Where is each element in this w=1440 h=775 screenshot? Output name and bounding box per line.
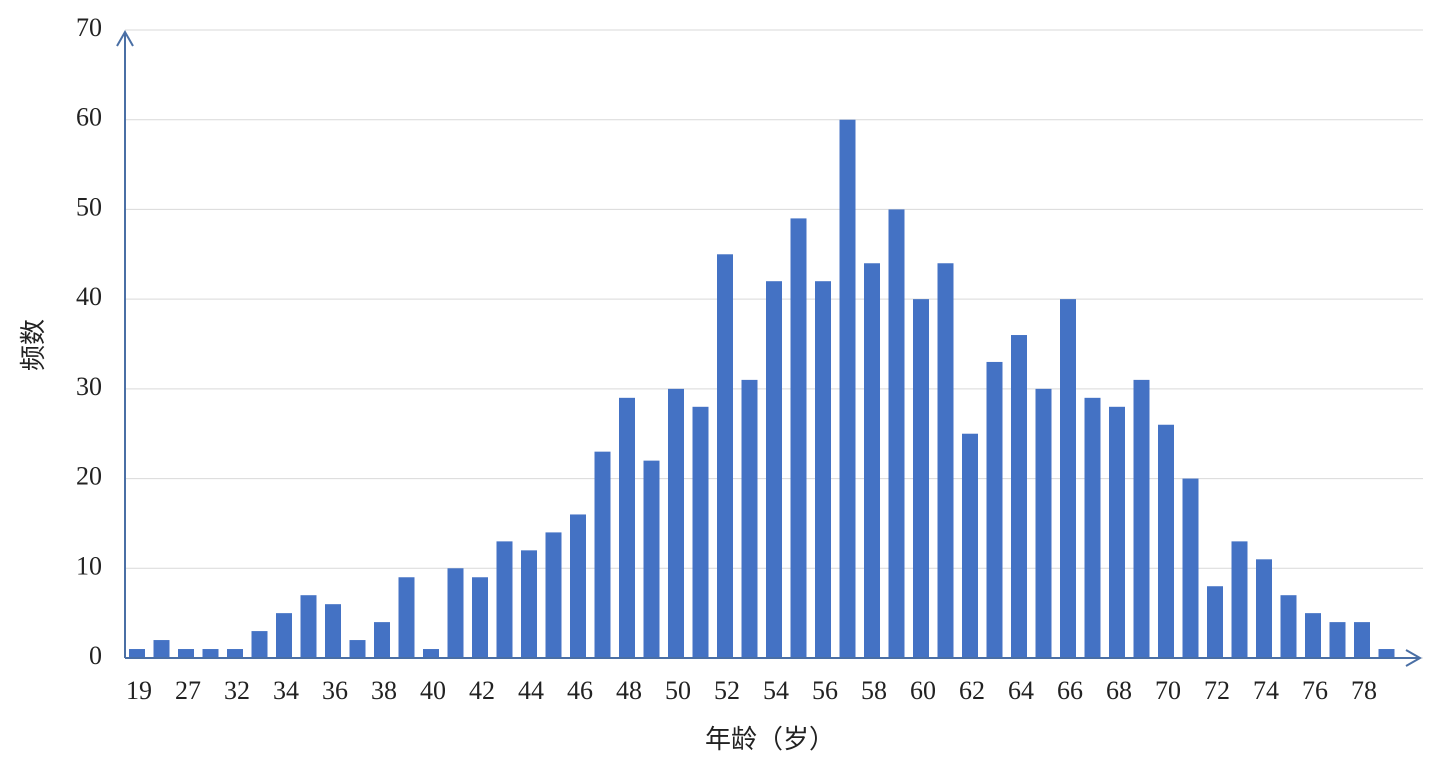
bar: [227, 649, 243, 658]
x-tick-label: 60: [910, 676, 936, 705]
bar: [1256, 559, 1272, 658]
bar: [692, 406, 709, 658]
bar: [398, 577, 415, 658]
y-axis-title: 频数: [19, 319, 48, 371]
bar: [1084, 397, 1101, 658]
x-tick-label: 70: [1155, 676, 1181, 705]
x-tick-label: 54: [763, 676, 789, 705]
x-tick-label: 66: [1057, 676, 1083, 705]
bar: [472, 577, 488, 658]
bar: [913, 299, 929, 658]
bar: [1280, 595, 1297, 658]
x-tick-label: 34: [273, 676, 299, 705]
bar: [986, 361, 1003, 658]
bar: [766, 281, 782, 658]
bar: [594, 451, 611, 658]
x-tick-label: 48: [616, 676, 642, 705]
bar: [545, 532, 562, 658]
x-tick-label: 76: [1302, 676, 1328, 705]
bar: [839, 119, 856, 658]
y-axis-arrow: [116, 29, 134, 47]
y-tick-label: 70: [76, 13, 102, 42]
x-axis-title: 年龄（岁）: [705, 725, 835, 754]
bar: [1231, 541, 1248, 658]
bar: [570, 514, 586, 658]
bar: [619, 397, 635, 658]
bar: [864, 263, 880, 658]
bar: [1305, 613, 1321, 658]
x-tick-label: 56: [812, 676, 838, 705]
y-tick-label: 40: [76, 282, 102, 311]
x-tick-label: 19: [126, 676, 152, 705]
x-tick-label: 42: [469, 676, 495, 705]
x-tick-label: 38: [371, 676, 397, 705]
bar: [1035, 388, 1052, 658]
bar: [521, 550, 537, 658]
bar: [1354, 622, 1370, 658]
x-tick-label: 74: [1253, 676, 1279, 705]
bar: [178, 649, 194, 658]
x-tick-label: 78: [1351, 676, 1377, 705]
y-tick-label: 30: [76, 372, 102, 401]
x-tick-label: 68: [1106, 676, 1132, 705]
bar: [325, 604, 341, 658]
bar: [888, 209, 905, 658]
bar: [937, 263, 954, 658]
y-tick-label: 20: [76, 462, 102, 491]
x-tick-label: 44: [518, 676, 544, 705]
bar: [251, 631, 268, 658]
x-tick-label: 46: [567, 676, 593, 705]
x-tick-label: 32: [224, 676, 250, 705]
bar: [815, 281, 831, 658]
bar: [1109, 406, 1125, 658]
bar: [374, 622, 390, 658]
x-axis-arrow: [1405, 649, 1423, 667]
x-tick-label: 52: [714, 676, 740, 705]
bar: [1378, 649, 1395, 658]
x-tick-label: 40: [420, 676, 446, 705]
bar: [129, 649, 145, 658]
y-tick-label: 0: [89, 641, 102, 670]
bar: [1133, 379, 1150, 658]
x-tick-label: 62: [959, 676, 985, 705]
bar: [1060, 299, 1076, 658]
bar: [741, 379, 758, 658]
bar: [1329, 622, 1346, 658]
bar: [423, 649, 439, 658]
bar: [1011, 335, 1027, 658]
y-tick-label: 10: [76, 551, 102, 580]
y-tick-label: 50: [76, 192, 102, 221]
bar: [202, 649, 219, 658]
bar: [668, 388, 684, 658]
bar: [276, 613, 292, 658]
x-tick-label: 27: [175, 676, 201, 705]
bar: [643, 460, 660, 658]
bar: [1182, 478, 1199, 658]
x-tick-label: 58: [861, 676, 887, 705]
bar: [717, 254, 733, 659]
bar: [349, 640, 366, 658]
x-tick-label: 50: [665, 676, 691, 705]
y-tick-label: 60: [76, 103, 102, 132]
x-tick-label: 64: [1008, 676, 1034, 705]
x-tick-label: 72: [1204, 676, 1230, 705]
bar: [447, 568, 464, 658]
bar: [496, 541, 513, 658]
bar: [300, 595, 317, 658]
x-tick-label: 36: [322, 676, 348, 705]
bar: [962, 433, 978, 658]
bar: [153, 640, 170, 658]
bar: [1158, 424, 1174, 658]
bar: [1207, 586, 1223, 658]
bar: [790, 218, 807, 658]
